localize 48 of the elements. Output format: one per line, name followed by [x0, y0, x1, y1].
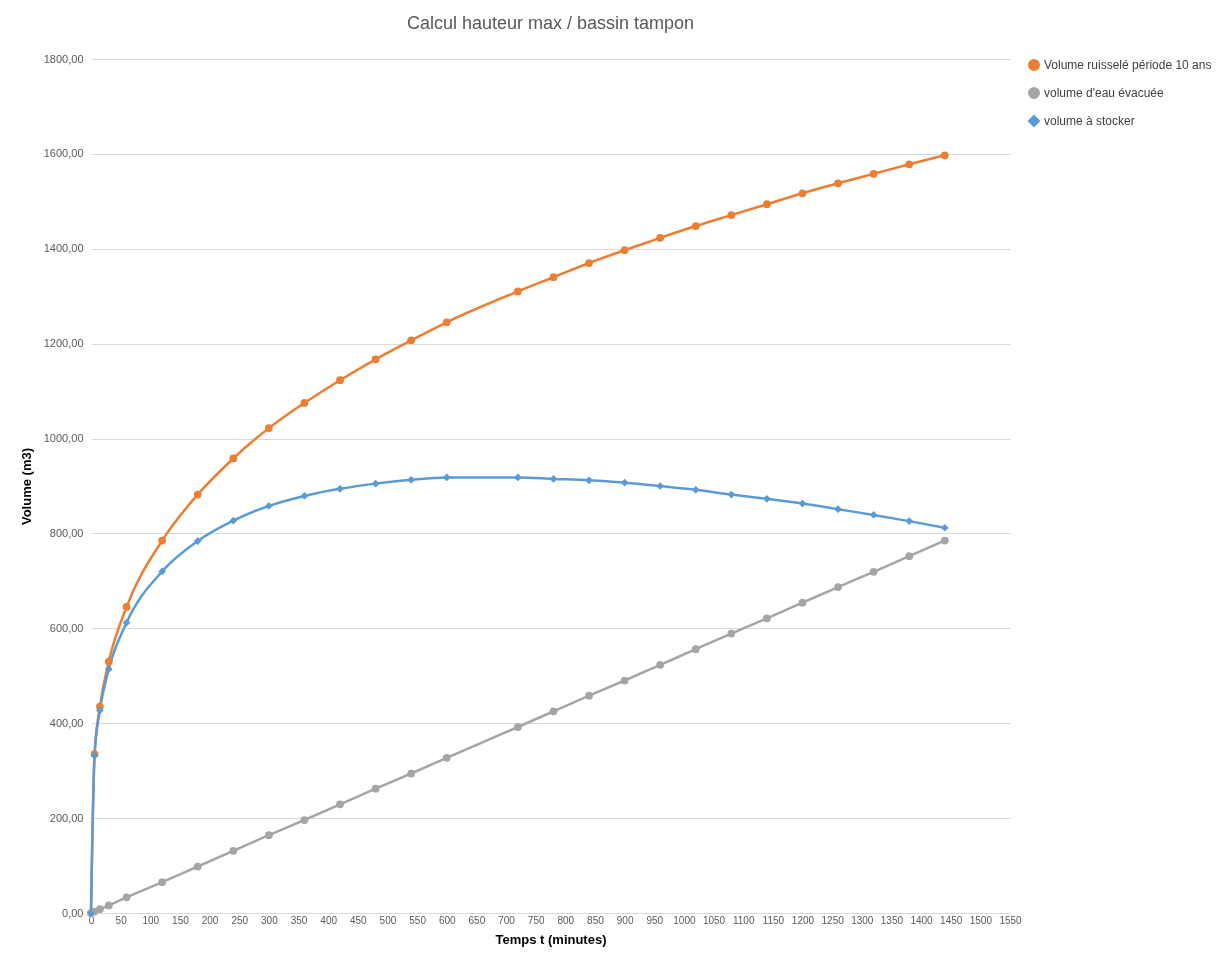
- y-axis-title: Volume (m3): [18, 447, 34, 526]
- x-tick-label: 1300: [851, 914, 874, 926]
- x-tick-label: 850: [587, 914, 605, 926]
- x-tick-label: 1050: [702, 914, 726, 926]
- x-tick-label: 100: [142, 914, 160, 926]
- x-tick-label: 750: [527, 914, 545, 926]
- x-tick-label: 350: [290, 914, 308, 926]
- x-tick-label: 1200: [791, 914, 815, 926]
- x-tick-label: 450: [349, 914, 368, 926]
- legend-label: Volume ruisselé période 10 ans: [1044, 58, 1212, 72]
- x-tick-label: 550: [409, 914, 427, 926]
- x-tick-label: 250: [231, 914, 249, 926]
- y-tick-label: 1200,00: [43, 337, 84, 350]
- x-tick-label: 50: [115, 914, 128, 926]
- x-tick-label: 1100: [732, 914, 755, 926]
- x-tick-label: 150: [172, 914, 190, 926]
- x-tick-label: 500: [379, 914, 397, 926]
- y-tick-label: 1800,00: [43, 52, 84, 65]
- x-axis-title: Temps t (minutes): [495, 931, 607, 947]
- x-tick-label: 300: [261, 914, 279, 926]
- x-tick-label: 1150: [762, 914, 785, 926]
- x-tick-label: 1350: [880, 914, 904, 926]
- y-tick-label: 800,00: [49, 526, 84, 539]
- legend-label: volume à stocker: [1044, 114, 1135, 128]
- x-tick-label: 1500: [969, 914, 993, 926]
- y-tick-label: 1000,00: [43, 432, 84, 445]
- y-tick-label: 200,00: [49, 811, 84, 824]
- x-tick-label: 1000: [673, 914, 696, 926]
- x-tick-label: 800: [557, 914, 575, 926]
- chart-title: Calcul hauteur max / bassin tampon: [406, 13, 695, 33]
- x-tick-label: 0: [88, 914, 95, 926]
- legend-label: volume d'eau évacuée: [1044, 86, 1165, 100]
- x-tick-label: 900: [616, 914, 634, 926]
- x-tick-label: 1450: [940, 914, 963, 926]
- x-tick-label: 1250: [821, 914, 845, 926]
- x-tick-label: 200: [201, 914, 219, 926]
- x-tick-label: 700: [498, 914, 516, 926]
- y-tick-label: 1600,00: [43, 147, 84, 160]
- y-tick-label: 1400,00: [43, 242, 84, 255]
- x-tick-label: 950: [646, 914, 664, 926]
- x-tick-label: 600: [438, 914, 457, 926]
- x-tick-label: 1400: [910, 914, 934, 926]
- y-tick-label: 400,00: [49, 716, 84, 729]
- x-tick-label: 650: [468, 914, 486, 926]
- y-tick-label: 0,00: [62, 906, 84, 919]
- y-tick-label: 600,00: [49, 621, 84, 634]
- x-tick-label: 400: [320, 914, 338, 926]
- x-tick-label: 1550: [999, 914, 1023, 926]
